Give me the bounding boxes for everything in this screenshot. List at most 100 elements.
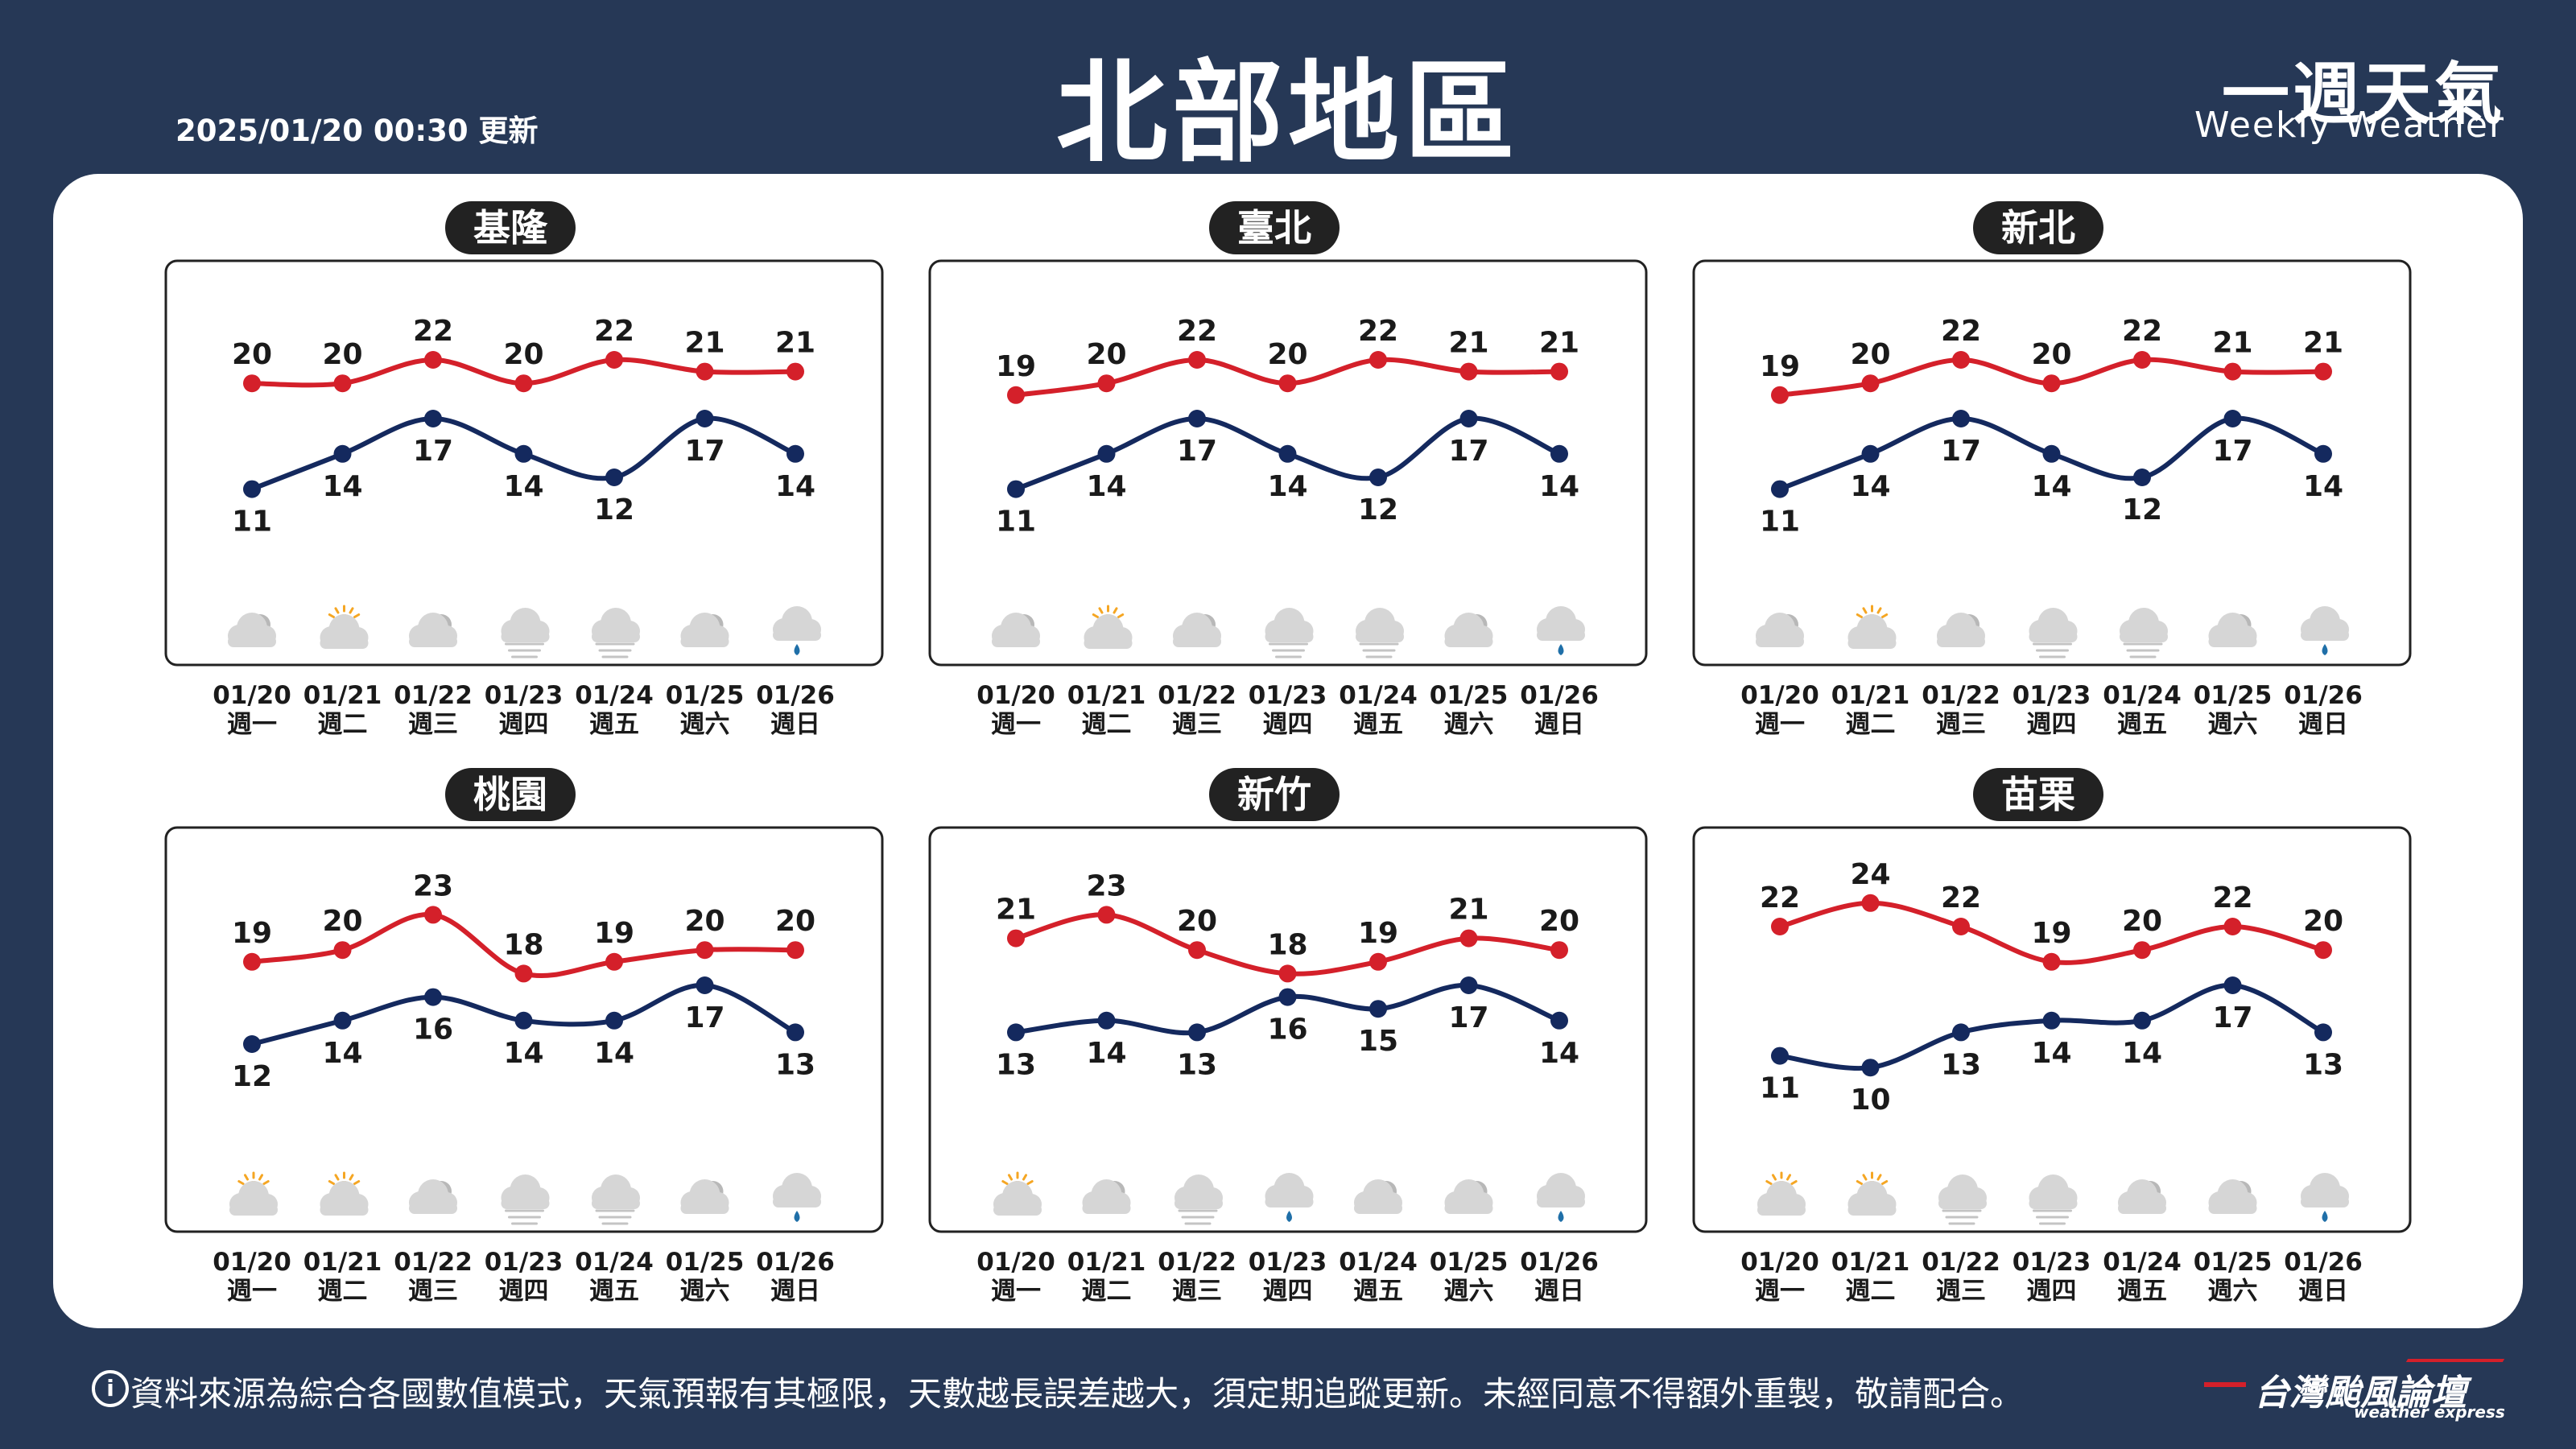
low-temp-point: [1097, 1011, 1116, 1030]
sun-ray: [328, 1180, 336, 1185]
cloud-base: [1937, 636, 1985, 647]
low-temp-label: 11: [1760, 1072, 1800, 1105]
rain-icon: [2301, 606, 2349, 655]
cloud-base: [773, 1196, 821, 1208]
high-temp-label: 20: [2303, 905, 2343, 938]
low-temp-point: [1369, 1000, 1387, 1018]
high-temp-label: 18: [1267, 928, 1307, 961]
sun-ray: [353, 1180, 361, 1185]
high-temp-label: 20: [1267, 338, 1307, 371]
haze-icon: [501, 1174, 550, 1225]
cloud-base: [1265, 1196, 1314, 1208]
rain-icon: [1537, 1173, 1585, 1222]
update-time: 2025/01/20 00:30 更新: [175, 114, 539, 148]
high-temp-point: [1550, 362, 1568, 381]
low-temp-point: [2223, 976, 2242, 994]
high-temp-point: [243, 374, 261, 393]
low-temp-label: 13: [1941, 1048, 1981, 1081]
sun-ray: [1880, 613, 1889, 618]
low-temp-label: 14: [1267, 470, 1307, 503]
plot-frame: [928, 826, 1648, 1233]
cloud-base: [2029, 631, 2078, 642]
rain-icon: [1537, 606, 1585, 655]
low-temp-label: 16: [413, 1013, 453, 1046]
high-temp-label: 19: [232, 917, 272, 950]
cloud-base: [993, 1204, 1042, 1216]
high-temp-point: [333, 941, 352, 960]
cloud-base: [1084, 638, 1133, 649]
cloudy-icon: [680, 1179, 729, 1214]
plot-frame: [1692, 259, 2412, 667]
low-temp-point: [1278, 444, 1297, 463]
cloud-base: [2118, 1203, 2166, 1214]
high-temp-label: 22: [1358, 315, 1398, 348]
date-tick-label: 01/22: [1922, 681, 2000, 710]
low-temp-point: [514, 444, 533, 463]
weekday-tick-label: 週二: [1846, 1277, 1896, 1306]
low-temp-label: 11: [1760, 506, 1800, 539]
cloud-base: [1847, 638, 1897, 649]
low-temp-point: [243, 1035, 261, 1053]
low-temp-label: 13: [2303, 1048, 2343, 1081]
high-temp-point: [2133, 351, 2151, 369]
high-temp-label: 22: [1760, 881, 1800, 914]
low-temp-point: [1007, 480, 1025, 498]
low-temp-point: [1952, 410, 1970, 427]
high-temp-point: [2133, 941, 2151, 960]
rain-icon: [773, 1173, 821, 1222]
weekday-tick-label: 週六: [1444, 1277, 1494, 1306]
low-temp-point: [2133, 1011, 2151, 1030]
cloud-base: [2120, 631, 2168, 642]
low-temp-point: [1771, 1046, 1789, 1065]
cloud-base: [1757, 1204, 1806, 1216]
low-temp-label: 14: [503, 470, 543, 503]
high-temp-point: [1952, 351, 1970, 369]
high-temp-label: 22: [2122, 315, 2162, 348]
cloud-base: [1354, 1203, 1402, 1214]
sun-ray: [1856, 1180, 1864, 1185]
low-temp-label: 14: [1086, 1037, 1126, 1070]
plot-frame: [1692, 826, 2412, 1233]
weekday-tick-label: 週三: [1936, 710, 1986, 739]
high-temp-point: [1188, 351, 1206, 369]
high-temp-point: [1007, 929, 1025, 947]
high-temp-point: [1771, 918, 1789, 935]
high-temp-point: [696, 941, 714, 960]
high-temp-point: [1550, 941, 1568, 960]
cloudy-icon: [2208, 613, 2257, 647]
high-temp-point: [1459, 929, 1478, 947]
high-temp-label: 20: [322, 905, 362, 938]
cloudy-icon: [1937, 613, 1985, 647]
low-temp-label: 17: [1448, 435, 1488, 468]
info-icon: i: [92, 1370, 129, 1407]
low-temp-label: 14: [1086, 470, 1126, 503]
weekday-tick-label: 週五: [589, 710, 639, 739]
weekday-tick-label: 週四: [499, 1277, 549, 1306]
city-label: 新北: [1973, 201, 2103, 254]
plot-frame: [164, 259, 884, 667]
cloud-base: [2029, 1198, 2078, 1209]
sun-ray: [1876, 607, 1882, 614]
high-temp-point: [1007, 386, 1025, 404]
date-tick-label: 01/21: [1067, 1248, 1146, 1277]
sun-ray: [1001, 1180, 1009, 1185]
cloud-base: [773, 630, 821, 641]
low-temp-point: [696, 976, 714, 994]
sun-ray: [349, 607, 354, 614]
cloud-base: [409, 1203, 457, 1214]
low-temp-point: [424, 410, 442, 427]
high-temp-label: 19: [996, 350, 1036, 383]
low-temp-label: 14: [594, 1037, 634, 1070]
rain-drop: [1286, 1211, 1292, 1222]
low-temp-label: 14: [2122, 1037, 2162, 1070]
cloudy-icon: [992, 613, 1040, 647]
sun-ray: [258, 1174, 263, 1181]
date-tick-label: 01/20: [976, 1248, 1055, 1277]
high-temp-point: [1278, 374, 1297, 393]
weekday-tick-label: 週六: [2208, 1277, 2258, 1306]
high-temp-point: [1278, 964, 1297, 983]
low-temp-label: 17: [413, 435, 453, 468]
low-temp-label: 14: [1539, 470, 1579, 503]
logo-accent-slash: [2405, 1359, 2505, 1362]
